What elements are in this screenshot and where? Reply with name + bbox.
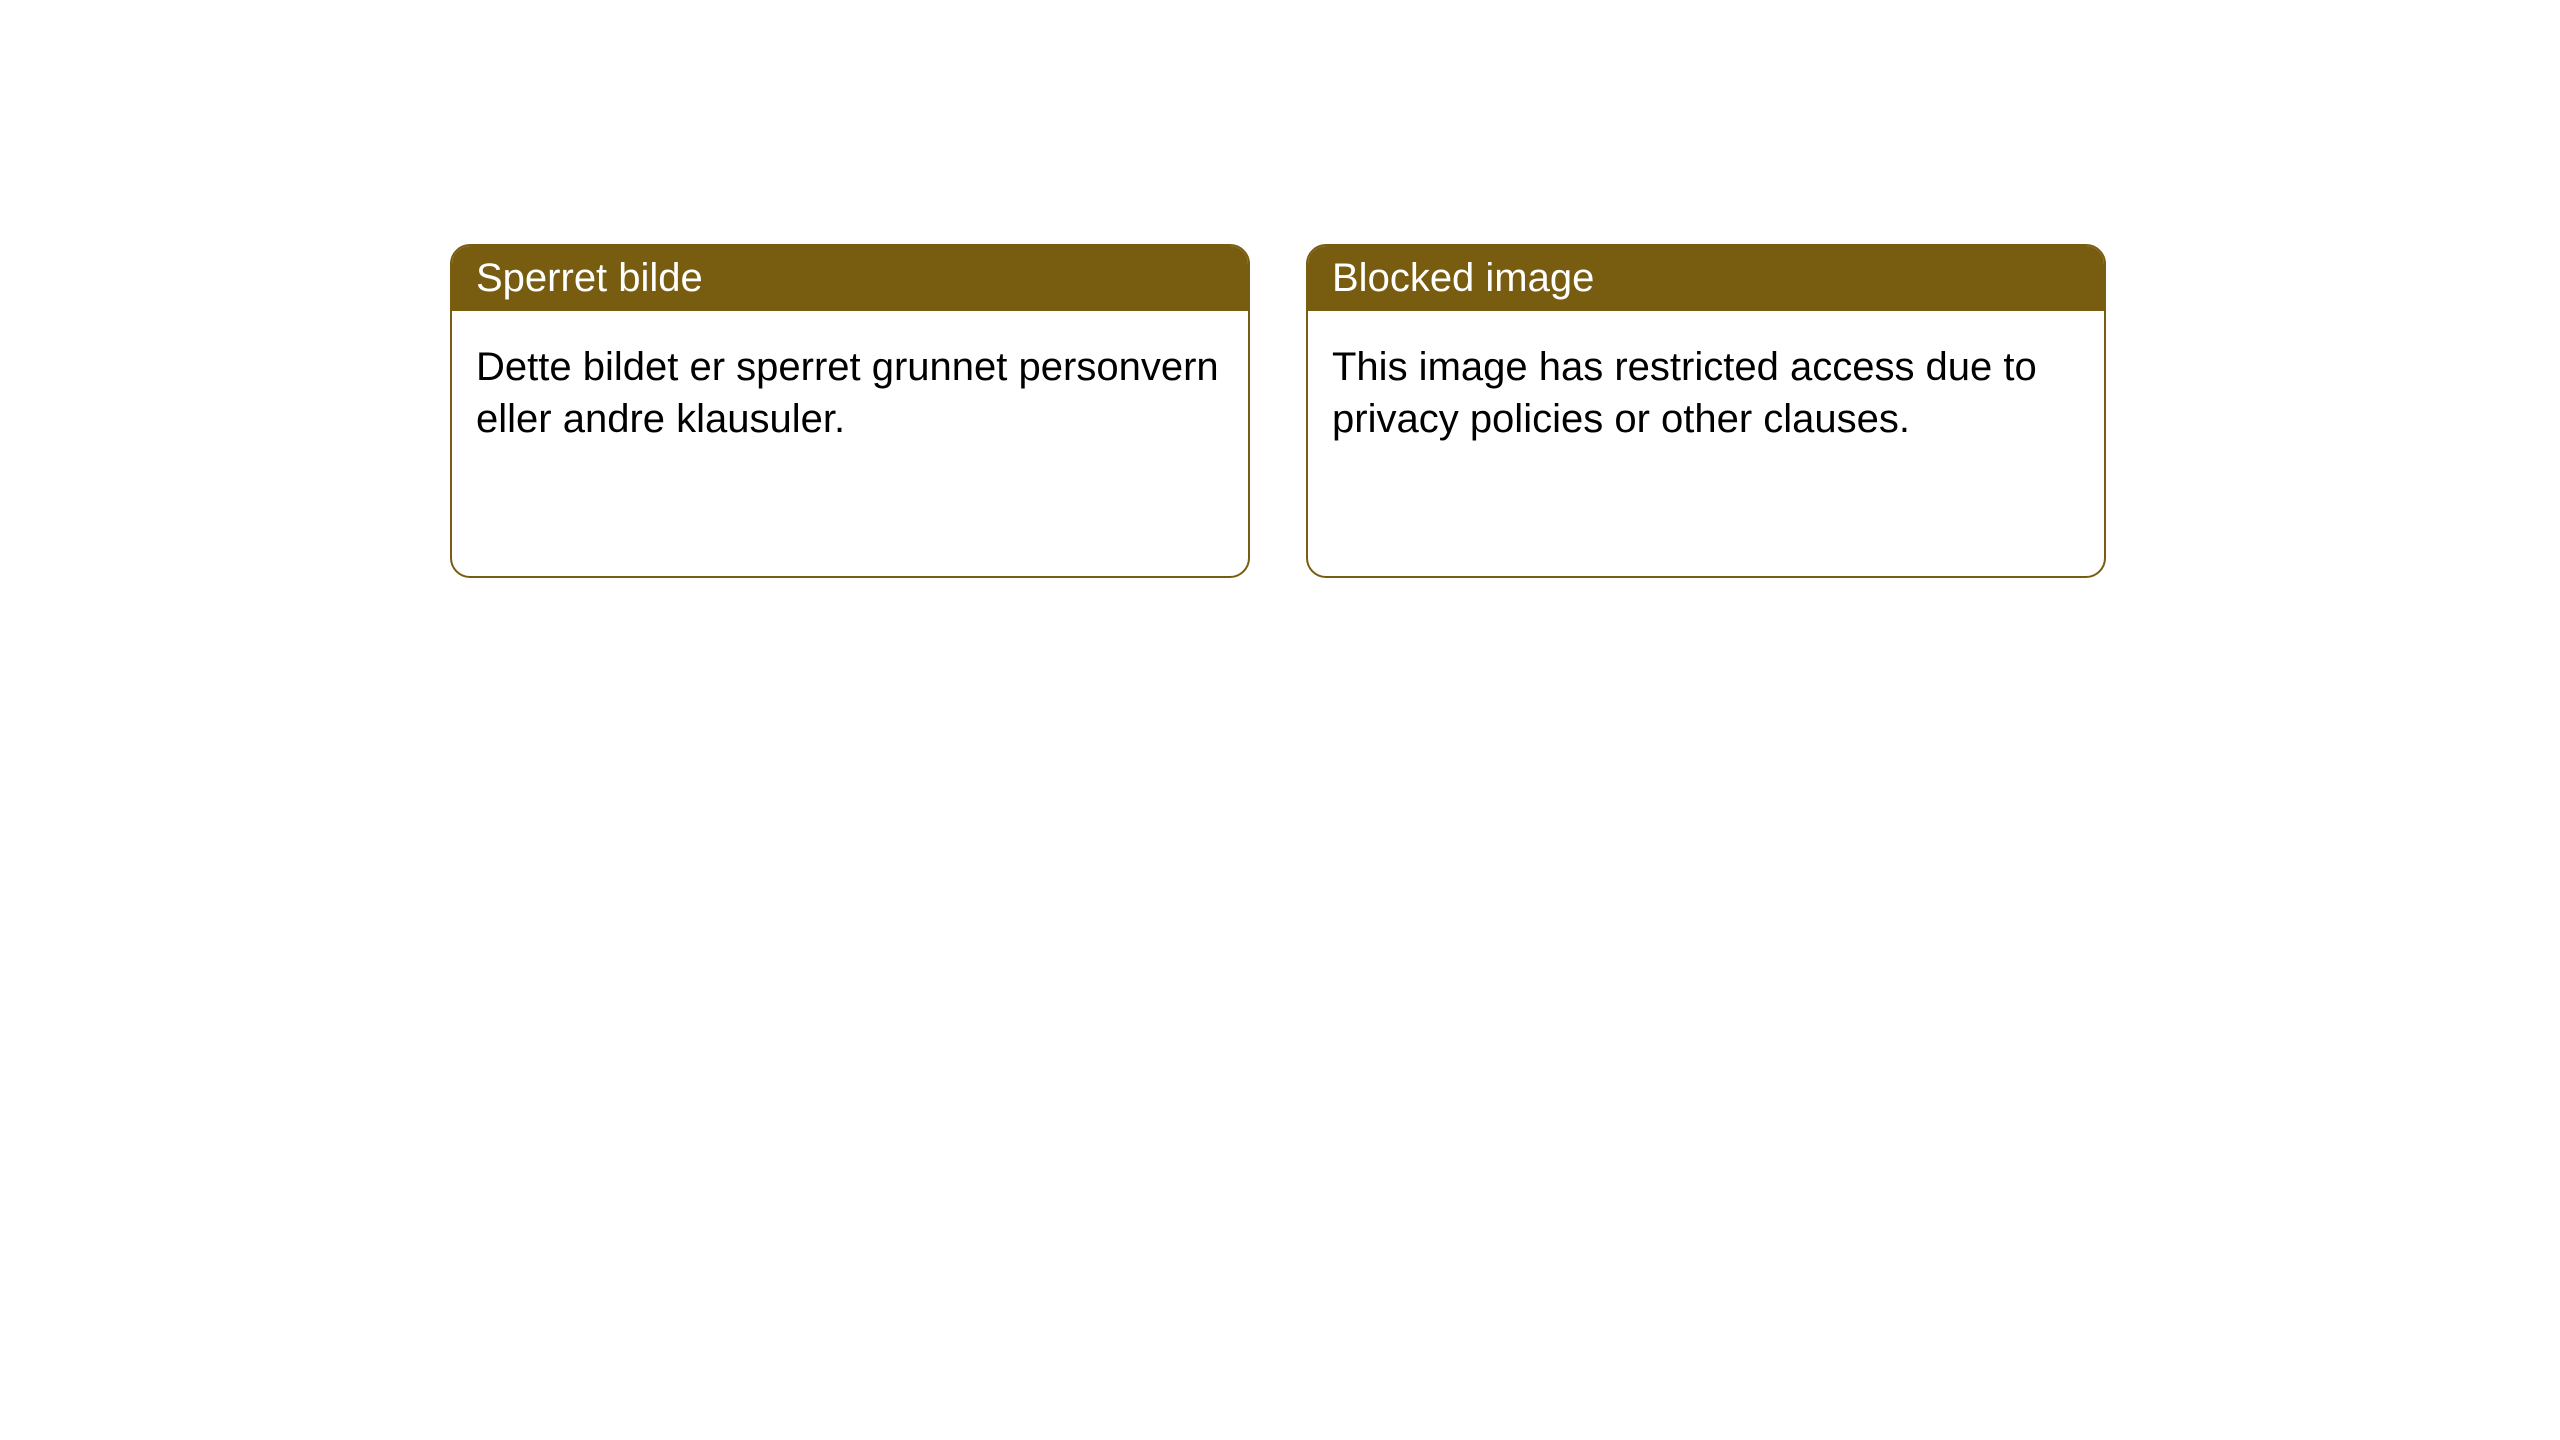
card-header-title: Sperret bilde <box>476 256 703 300</box>
notice-container: Sperret bilde Dette bildet er sperret gr… <box>0 0 2560 578</box>
card-header: Sperret bilde <box>452 246 1248 311</box>
card-header-title: Blocked image <box>1332 256 1594 300</box>
card-header: Blocked image <box>1308 246 2104 311</box>
card-body: Dette bildet er sperret grunnet personve… <box>452 311 1248 475</box>
card-body: This image has restricted access due to … <box>1308 311 2104 475</box>
blocked-image-card-en: Blocked image This image has restricted … <box>1306 244 2106 578</box>
card-body-text: Dette bildet er sperret grunnet personve… <box>476 345 1219 441</box>
blocked-image-card-no: Sperret bilde Dette bildet er sperret gr… <box>450 244 1250 578</box>
card-body-text: This image has restricted access due to … <box>1332 345 2037 441</box>
